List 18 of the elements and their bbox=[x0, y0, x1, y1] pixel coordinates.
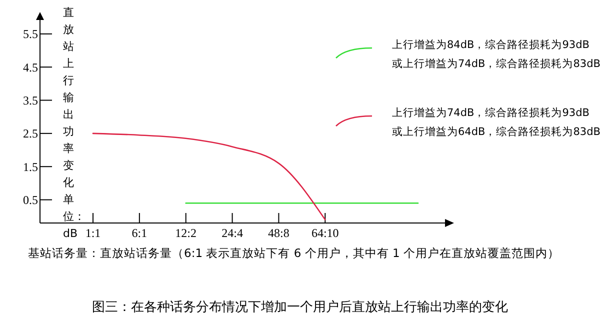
y-tick-label: 2.5 bbox=[23, 126, 38, 141]
x-tick-label: 6:1 bbox=[132, 226, 148, 240]
text: 图三：在各种话务分布情况下增加一个用户后直放站上行输出功率的变化 bbox=[92, 299, 508, 315]
legend-label: 上行增益为84dB，综合路径损耗为93dB 或上行增益为74dB，综合路径损耗为83dB bbox=[392, 38, 600, 70]
x-tick-label: 24:4 bbox=[222, 226, 243, 240]
y-tick-label: 1.5 bbox=[23, 160, 38, 174]
x-tick-label: 64:10 bbox=[311, 226, 339, 240]
x-tick-label: 12:2 bbox=[175, 226, 197, 240]
x-tick-label: 1:1 bbox=[85, 226, 101, 240]
y-tick-label: 3.5 bbox=[23, 93, 38, 108]
y-tick-label: 5.5 bbox=[23, 27, 38, 42]
y-tick-label: 0.5 bbox=[23, 192, 38, 207]
x-tick-label: 48:8 bbox=[268, 226, 290, 240]
line-series bbox=[92, 132, 326, 220]
text: 直放站上行输出功率变化单位：dB bbox=[63, 6, 85, 240]
legend-label: 上行增益为74dB，综合路径损耗为93dB 或上行增益为64dB，综合路径损耗为83dB bbox=[392, 106, 600, 138]
x-axis-title: 基站话务量：直放站话务量（6:1 表示直放站下有 6 个用户，其中有 1 个用户在直放站覆盖范围内） bbox=[28, 246, 560, 260]
y-tick-label: 4.5 bbox=[23, 60, 38, 74]
